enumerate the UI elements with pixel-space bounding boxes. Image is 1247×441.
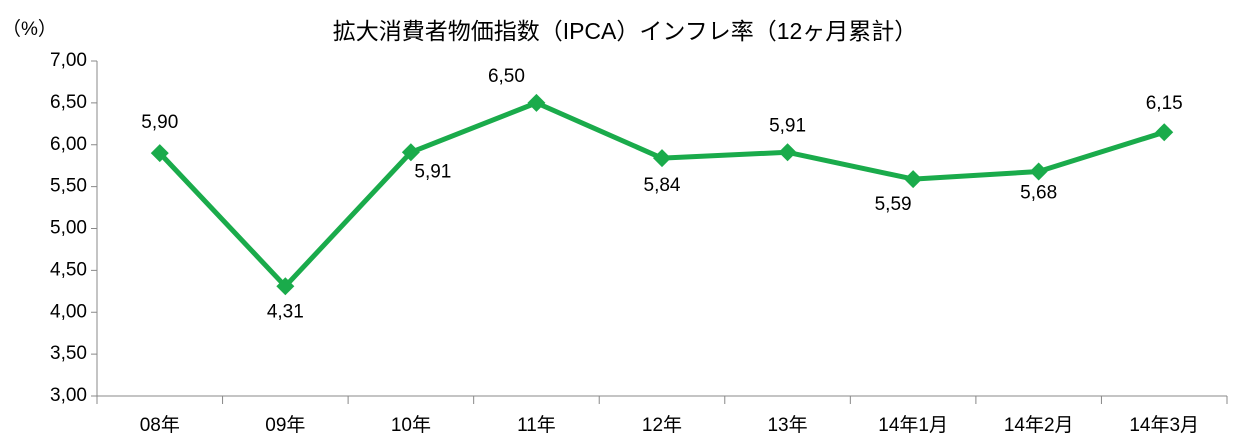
x-tick-label: 08年	[140, 414, 180, 436]
y-tick-label: 3,00	[50, 385, 87, 406]
y-tick-label: 6,50	[50, 92, 87, 113]
data-label: 5,59	[875, 194, 912, 215]
marker	[527, 93, 546, 112]
x-tick-label: 12年	[642, 414, 682, 436]
data-label: 6,50	[488, 66, 525, 87]
data-label: 5,91	[414, 161, 451, 182]
data-label: 6,15	[1146, 93, 1183, 114]
x-tick-label: 11年	[517, 414, 556, 436]
marker	[653, 149, 671, 168]
x-tick-label: 13年	[767, 414, 807, 436]
y-tick-label: 5,00	[50, 218, 87, 239]
x-tick-label: 09年	[265, 414, 305, 436]
x-tick-label: 14年2月	[1004, 414, 1074, 436]
y-tick-label: 4,50	[50, 259, 87, 280]
marker	[904, 170, 923, 189]
marker	[276, 277, 295, 296]
x-tick-label: 14年3月	[1129, 414, 1199, 436]
marker	[1155, 123, 1174, 142]
x-tick-label: 10年	[391, 414, 431, 436]
marker	[150, 144, 169, 163]
data-label: 5,90	[141, 112, 178, 133]
y-axis-label: （%）	[2, 18, 57, 40]
y-tick-label: 3,50	[50, 343, 87, 364]
data-label: 5,68	[1020, 183, 1057, 204]
data-label: 5,91	[769, 115, 806, 136]
y-tick-label: 5,50	[50, 176, 87, 197]
marker	[1029, 162, 1048, 181]
chart-title: 拡大消費者物価指数（IPCA）インフレ率（12ヶ月累計）	[333, 18, 918, 44]
marker	[778, 143, 797, 162]
y-tick-label: 7,00	[50, 50, 87, 71]
y-tick-label: 4,00	[50, 301, 87, 322]
marker	[401, 143, 420, 162]
x-tick-label: 14年1月	[878, 414, 948, 436]
data-label: 4,31	[267, 301, 304, 322]
data-label: 5,84	[644, 175, 681, 196]
y-tick-label: 6,00	[50, 134, 87, 155]
